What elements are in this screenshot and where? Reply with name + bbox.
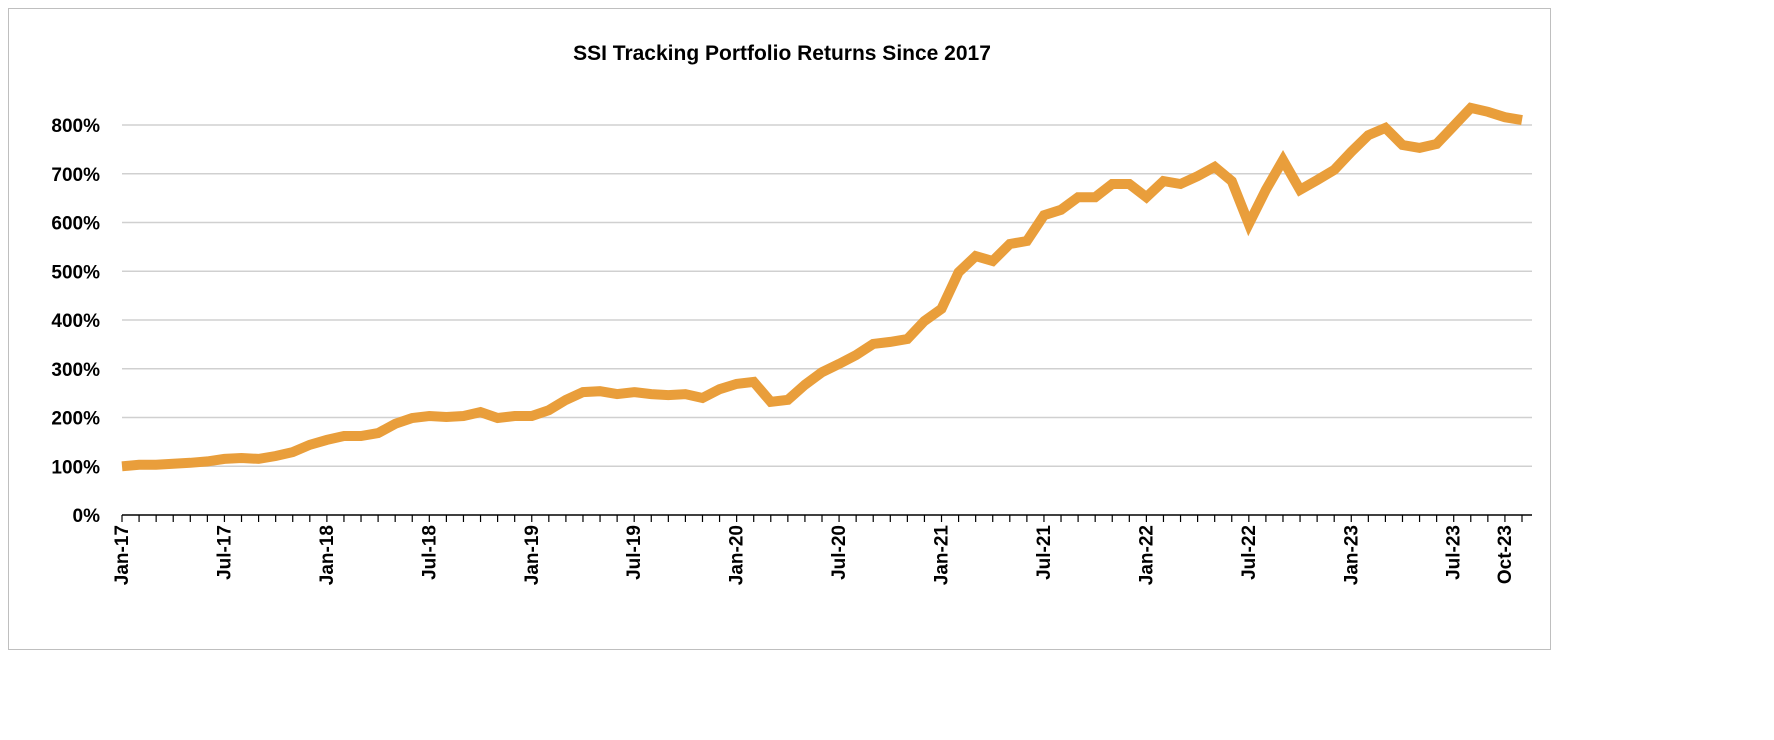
y-tick-label: 400%: [51, 311, 100, 332]
y-tick-label: 500%: [51, 262, 100, 283]
y-tick-label: 700%: [51, 165, 100, 186]
x-tick-label: Jan-23: [1341, 525, 1362, 585]
x-tick-label: Jul-23: [1444, 525, 1465, 580]
y-tick-label: 100%: [51, 457, 100, 478]
x-tick-label: Jul-22: [1239, 525, 1260, 580]
x-tick-label: Jan-21: [932, 525, 953, 586]
x-tick-label: Jul-19: [624, 525, 645, 580]
y-tick-label: 200%: [51, 409, 100, 430]
x-tick-label: Jul-21: [1034, 525, 1055, 580]
x-tick-label: Jan-22: [1136, 525, 1157, 585]
chart-frame: [8, 8, 1551, 650]
x-tick-label: Jan-18: [317, 525, 338, 585]
y-tick-label: 300%: [51, 360, 100, 381]
x-tick-label: Jul-18: [419, 525, 440, 580]
series-line: [121, 102, 1523, 472]
x-tick-label: Jul-20: [829, 525, 850, 580]
x-tick-label: Oct-23: [1495, 525, 1516, 584]
x-tick-label: Jan-20: [727, 525, 748, 585]
y-tick-label: 600%: [51, 214, 100, 235]
x-tick-label: Jan-17: [112, 525, 133, 585]
chart-title: SSI Tracking Portfolio Returns Since 201…: [573, 42, 991, 65]
y-tick-label: 0%: [73, 506, 101, 527]
x-tick-label: Jul-17: [214, 525, 235, 580]
y-tick-label: 800%: [51, 116, 100, 137]
x-tick-label: Jan-19: [522, 525, 543, 585]
